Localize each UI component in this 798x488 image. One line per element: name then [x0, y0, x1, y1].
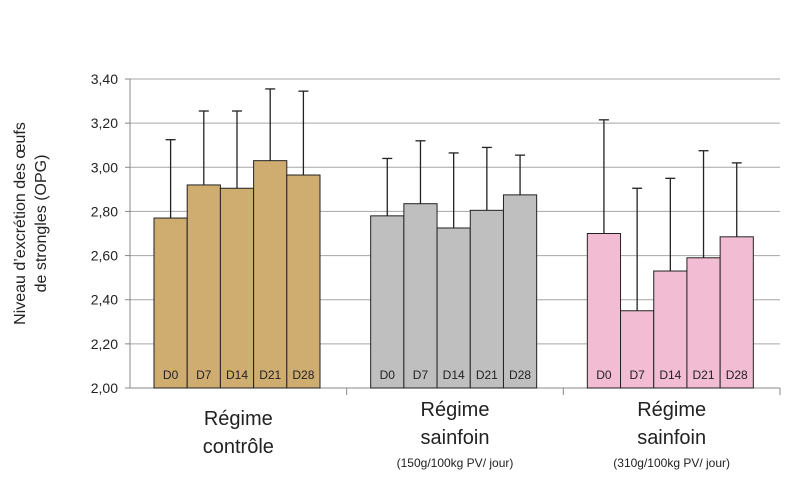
bar-day-label: D28	[726, 368, 748, 382]
group-label: Régime	[204, 408, 273, 430]
bar	[436, 227, 471, 389]
y-axis-label: de strongles (OPG)	[33, 155, 50, 293]
group-sublabel: (310g/100kg PV/ jour)	[613, 456, 730, 470]
bar-day-label: D14	[659, 368, 681, 382]
bar-day-label: D7	[413, 368, 429, 382]
bar	[370, 215, 405, 389]
y-tick-label: 2,20	[91, 336, 118, 352]
group-label: sainfoin	[637, 427, 706, 449]
bar-day-label: D7	[196, 368, 212, 382]
bar	[403, 203, 438, 389]
bar-day-label: D0	[380, 368, 396, 382]
y-tick-label: 3,40	[91, 71, 118, 87]
bar	[502, 194, 538, 389]
bar	[653, 270, 688, 389]
bar	[253, 160, 288, 389]
y-tick-label: 3,00	[91, 159, 118, 175]
y-axis-label: Niveau d’excrétion des œufs	[12, 122, 29, 325]
y-tick-label: 2,60	[91, 248, 118, 264]
group-label: Régime	[421, 399, 490, 421]
bar	[286, 174, 321, 389]
group-label: sainfoin	[421, 427, 490, 449]
bar-day-label: D0	[163, 368, 179, 382]
bar	[186, 184, 221, 389]
bar	[719, 236, 754, 389]
y-tick-label: 2,00	[91, 380, 118, 396]
y-tick-label: 2,80	[91, 203, 118, 219]
y-tick-label: 2,40	[91, 292, 118, 308]
bar-day-label: D21	[476, 368, 498, 382]
bar-day-label: D14	[226, 368, 248, 382]
group-label: contrôle	[203, 436, 274, 458]
bar	[469, 209, 504, 389]
bar-day-label: D21	[259, 368, 281, 382]
y-tick-label: 3,20	[91, 115, 118, 131]
bar-day-label: D28	[292, 368, 314, 382]
bar-day-label: D0	[596, 368, 612, 382]
bar	[153, 217, 188, 389]
group-label: Régime	[637, 399, 706, 421]
bar-day-label: D28	[509, 368, 531, 382]
bar	[219, 187, 255, 389]
bar-day-label: D21	[693, 368, 715, 382]
bar	[586, 233, 622, 389]
bar-day-label: D14	[443, 368, 465, 382]
bar-day-label: D7	[629, 368, 645, 382]
group-sublabel: (150g/100kg PV/ jour)	[397, 456, 514, 470]
